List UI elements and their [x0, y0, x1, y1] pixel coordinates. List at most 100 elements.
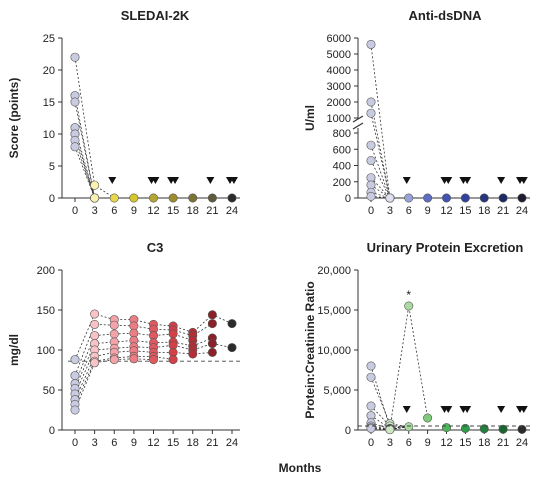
- y-axis-label: Protein:Creatinine Ratio: [303, 281, 317, 418]
- data-point: [90, 331, 100, 341]
- data-point: [207, 347, 217, 357]
- flare-marker: [402, 406, 411, 413]
- x-tick-label: 24: [226, 437, 238, 449]
- baseline-point: [366, 372, 376, 382]
- x-tick-label: 24: [226, 205, 238, 217]
- followup-point: [479, 193, 489, 203]
- x-tick-label: 3: [387, 205, 393, 217]
- followup-point: [479, 424, 489, 434]
- followup-point: [423, 193, 433, 203]
- y-tick-label: 50: [43, 385, 55, 397]
- baseline-point: [70, 142, 80, 152]
- data-point: [70, 405, 80, 415]
- baseline-point: [366, 39, 376, 49]
- data-point: [109, 355, 119, 365]
- data-point: [70, 355, 80, 365]
- flare-marker: [463, 406, 472, 413]
- x-tick-label: 21: [206, 437, 218, 449]
- data-point: [227, 319, 237, 329]
- axis-break-mark: [352, 122, 364, 130]
- x-tick-label: 3: [92, 437, 98, 449]
- trajectory-line: [370, 191, 409, 199]
- month3-point: [90, 193, 100, 203]
- y-tick-label: 5,000: [323, 385, 351, 397]
- x-tick-label: 9: [131, 205, 137, 217]
- data-point: [90, 319, 100, 329]
- month3-point: [385, 425, 395, 435]
- y-tick-label: 5: [49, 161, 55, 173]
- panel-urinary-protein: Urinary Protein Excretion Protein:Creatin…: [303, 240, 530, 449]
- figure-x-axis-label: Months: [279, 461, 322, 475]
- trajectory-line: [370, 422, 409, 430]
- chart-title: Urinary Protein Excretion: [367, 240, 524, 255]
- trajectory-line: [74, 343, 233, 395]
- followup-point: [188, 193, 198, 203]
- trajectory-line: [370, 405, 409, 428]
- x-tick-label: 15: [167, 205, 179, 217]
- followup-point: [498, 424, 508, 434]
- y-axis-label: U/ml: [303, 105, 317, 131]
- baseline-point: [366, 423, 376, 433]
- y-tick-label: 200: [37, 265, 55, 277]
- chart-title: Anti-dsDNA: [409, 8, 483, 23]
- flare-marker: [108, 177, 117, 184]
- followup-point: [517, 424, 527, 434]
- y-tick-label: 0: [49, 193, 55, 205]
- spike-annotation: *: [406, 288, 411, 302]
- y-tick-label: 0: [345, 193, 351, 205]
- flare-marker: [519, 406, 528, 413]
- followup-point: [227, 193, 237, 203]
- y-tick-label: 25: [43, 33, 55, 45]
- baseline-point: [366, 140, 376, 150]
- followup-point: [149, 193, 159, 203]
- followup-point: [404, 193, 414, 203]
- data-point: [227, 343, 237, 353]
- data-point: [207, 310, 217, 320]
- y-tick-label: 15: [43, 97, 55, 109]
- y-tick-label: 2000: [327, 97, 351, 109]
- trajectory-line: [370, 160, 409, 199]
- followup-point: [168, 193, 178, 203]
- flare-marker: [497, 177, 506, 184]
- trajectory-line: [370, 305, 429, 430]
- data-point: [70, 371, 80, 381]
- y-tick-label: 15,000: [317, 305, 351, 317]
- y-tick-label: 200: [333, 177, 351, 189]
- y-tick-label: 10,000: [317, 345, 351, 357]
- y-tick-label: 150: [37, 305, 55, 317]
- month3-point: [385, 193, 395, 203]
- x-tick-label: 18: [187, 205, 199, 217]
- spike-point: [404, 301, 414, 311]
- baseline-point: [70, 97, 80, 107]
- data-point: [129, 354, 139, 364]
- y-tick-label: 6000: [327, 33, 351, 45]
- followup-point: [441, 193, 451, 203]
- y-tick-label: 1000: [327, 113, 351, 125]
- x-tick-label: 15: [459, 205, 471, 217]
- y-axis-label: mg/dl: [7, 334, 21, 366]
- y-axis-label: Score (points): [7, 78, 21, 159]
- x-tick-label: 6: [111, 437, 117, 449]
- y-tick-label: 4000: [327, 65, 351, 77]
- y-tick-label: 400: [333, 161, 351, 173]
- baseline-point: [366, 108, 376, 118]
- x-tick-label: 24: [516, 437, 528, 449]
- chart-title: SLEDAI-2K: [121, 8, 190, 23]
- x-tick-label: 15: [459, 437, 471, 449]
- y-tick-label: 10: [43, 129, 55, 141]
- x-tick-label: 3: [387, 437, 393, 449]
- x-tick-label: 21: [497, 437, 509, 449]
- flare-marker: [444, 177, 453, 184]
- trajectory-line: [370, 377, 409, 428]
- x-tick-label: 9: [425, 205, 431, 217]
- trajectory-line: [370, 365, 409, 429]
- flare-marker: [171, 177, 180, 184]
- flare-marker: [497, 406, 506, 413]
- flare-marker: [519, 177, 528, 184]
- y-tick-label: 600: [333, 144, 351, 156]
- trajectory-line: [74, 355, 174, 405]
- y-tick-label: 100: [37, 345, 55, 357]
- data-point: [149, 355, 159, 365]
- y-tick-label: 20,000: [317, 265, 351, 277]
